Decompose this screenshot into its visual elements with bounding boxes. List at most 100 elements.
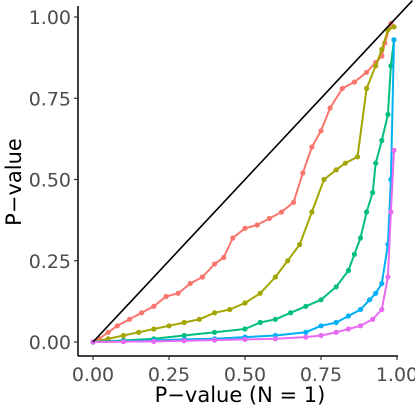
series-1-point-6 <box>181 319 187 326</box>
series-0-point-13 <box>230 235 236 241</box>
series-0-point-11 <box>212 261 218 267</box>
series-4-line <box>92 150 395 343</box>
series-1-point-3 <box>136 329 142 335</box>
series-3-point-7 <box>303 329 309 335</box>
series-3-point-8 <box>318 323 324 329</box>
series-2-point-6 <box>257 319 263 326</box>
series-0-point-12 <box>221 254 227 261</box>
x-tick-label-4: 1.00 <box>376 364 415 386</box>
series-0-point-24 <box>351 79 357 85</box>
series-1-point-5 <box>166 323 172 329</box>
series-4-point-5 <box>242 336 248 342</box>
series-2-point-9 <box>303 303 309 309</box>
series-4-point-8 <box>318 332 324 339</box>
series-3-point-10 <box>345 313 351 319</box>
series-1-point-12 <box>272 274 278 280</box>
series-2-point-16 <box>370 189 376 196</box>
series-1-point-13 <box>285 258 291 264</box>
series-4-point-10 <box>345 326 351 332</box>
x-axis-ticks: 0.00 0.25 0.50 0.75 1.00 <box>72 356 415 386</box>
series-2-point-10 <box>318 297 324 303</box>
series-3-point-11 <box>357 306 364 313</box>
series-2-point-3 <box>181 332 187 339</box>
series-1-point-8 <box>212 310 218 316</box>
series-0-point-22 <box>327 105 333 111</box>
series-2-point-11 <box>333 284 339 290</box>
series-4-point-9 <box>333 329 339 335</box>
series-0-point-6 <box>151 303 157 309</box>
series-4-point-6 <box>272 336 278 342</box>
series-0-point-3 <box>114 323 120 329</box>
series-0-point-17 <box>278 209 285 215</box>
series-3-point-13 <box>373 290 379 296</box>
y-axis-ticks: 0.00 0.25 0.50 0.75 1.00 <box>29 7 78 354</box>
series-1-point-11 <box>257 290 263 296</box>
series-4-point-2 <box>151 338 157 344</box>
series-1-point-4 <box>151 326 157 332</box>
series-1-point-22 <box>379 46 385 53</box>
series-layer <box>90 20 397 345</box>
series-2-point-15 <box>364 209 370 215</box>
y-tick-label-3: 0.75 <box>29 88 71 110</box>
series-4-point-16 <box>391 147 397 153</box>
series-0-point-25 <box>364 69 370 75</box>
series-4-point-7 <box>303 334 309 340</box>
series-0-point-20 <box>309 144 315 150</box>
series-0-point-21 <box>318 128 324 134</box>
series-2-point-18 <box>379 137 385 144</box>
series-4-point-12 <box>370 316 376 322</box>
series-1-point-16 <box>321 176 327 183</box>
series-0-point-19 <box>300 170 306 176</box>
series-1-point-9 <box>227 306 233 313</box>
series-0-point-4 <box>126 316 133 322</box>
series-4-point-1 <box>120 339 126 345</box>
series-1-point-19 <box>354 154 361 160</box>
x-tick-label-3: 0.75 <box>300 364 342 386</box>
x-axis-title: P−value (N = 1) <box>155 383 326 407</box>
series-2-point-8 <box>288 310 294 316</box>
series-1-point-1 <box>105 336 111 342</box>
series-3-point-17 <box>391 37 397 43</box>
series-0-point-10 <box>199 274 205 280</box>
y-tick-label-1: 0.25 <box>29 251 71 273</box>
series-1-point-24 <box>391 24 397 30</box>
series-0 <box>90 20 394 345</box>
reference-diagonal-line <box>92 0 413 343</box>
series-1 <box>90 24 397 345</box>
series-2-point-4 <box>212 329 218 335</box>
y-tick-label-0: 0.00 <box>29 332 71 354</box>
series-2-point-14 <box>357 235 364 241</box>
series-2-point-17 <box>373 160 379 166</box>
series-1-point-21 <box>373 63 379 69</box>
series-0-point-7 <box>163 293 169 300</box>
series-3-point-12 <box>367 297 373 303</box>
series-4-point-11 <box>357 323 364 329</box>
series-0-point-18 <box>291 199 297 205</box>
series-1-point-14 <box>297 241 303 248</box>
series-0-point-9 <box>187 280 193 287</box>
series-1-point-17 <box>333 167 339 173</box>
y-axis-title: P−value <box>2 138 26 226</box>
series-4-point-13 <box>379 306 385 313</box>
series-4-point-4 <box>212 337 218 343</box>
series-1-point-15 <box>309 209 315 215</box>
series-0-point-16 <box>266 215 272 222</box>
x-tick-label-1: 0.25 <box>148 364 190 386</box>
series-2-point-19 <box>385 111 391 118</box>
series-0-point-8 <box>175 290 181 296</box>
series-2-point-13 <box>351 251 357 257</box>
series-3-point-14 <box>379 280 385 287</box>
y-tick-label-4: 1.00 <box>29 7 71 29</box>
series-4-point-3 <box>181 338 187 344</box>
series-2-point-12 <box>345 267 351 274</box>
series-0-point-5 <box>139 310 145 316</box>
series-4-point-15 <box>388 209 394 215</box>
series-4-point-14 <box>385 274 391 280</box>
series-1-point-7 <box>196 316 202 322</box>
series-0-point-23 <box>339 85 345 92</box>
series-0-point-2 <box>105 329 111 335</box>
series-2-line <box>92 39 395 343</box>
series-0-point-14 <box>242 225 248 231</box>
series-2-point-20 <box>388 63 394 69</box>
